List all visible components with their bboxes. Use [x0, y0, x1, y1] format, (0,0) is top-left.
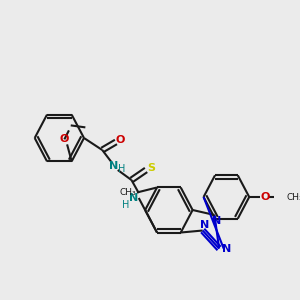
- Text: H: H: [122, 200, 130, 210]
- Text: O: O: [60, 134, 69, 144]
- Text: N: N: [129, 193, 138, 203]
- Text: N: N: [212, 216, 221, 226]
- Text: O: O: [261, 192, 270, 202]
- Text: N: N: [200, 220, 209, 230]
- Text: S: S: [148, 163, 155, 173]
- Text: H: H: [118, 164, 125, 174]
- Text: O: O: [116, 135, 125, 145]
- Text: N: N: [222, 244, 231, 254]
- Text: CH₃: CH₃: [286, 193, 300, 202]
- Text: CH₃: CH₃: [119, 188, 136, 197]
- Text: N: N: [109, 161, 118, 171]
